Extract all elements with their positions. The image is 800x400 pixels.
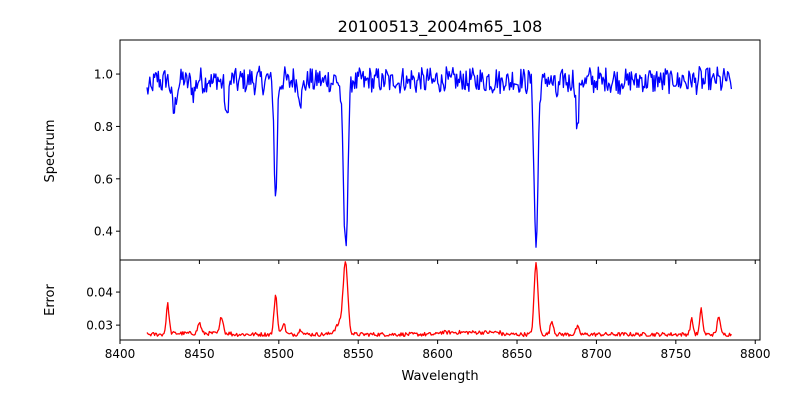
x-tick-label: 8550	[343, 347, 374, 361]
spectrum-y-ticks: 0.4 0.6 0.8 1.0	[94, 68, 756, 264]
error-panel: 0.030.04 Error 8400 8450 8500 8550 8600 8650 8…	[43, 259, 771, 384]
error-series-line	[146, 261, 732, 338]
error-y-axis-label: Error	[43, 284, 58, 316]
x-tick-label: 8450	[184, 347, 215, 361]
x-tick-label: 8650	[502, 347, 533, 361]
error-y-tick-label: 0.03	[86, 319, 113, 333]
x-tick-label: 8500	[264, 347, 295, 361]
spectrum-y-tick-label: 0.8	[94, 120, 113, 134]
spectrum-y-tick-label: 0.4	[94, 225, 113, 239]
error-axes-frame	[119, 259, 761, 341]
spectrum-y-tick-label: 1.0	[94, 68, 113, 82]
x-tick-label: 8750	[661, 347, 692, 361]
spectrum-series-line	[146, 65, 733, 248]
x-axis-label: Wavelength	[401, 369, 478, 384]
error-y-ticks: 0.03 0.04	[86, 286, 120, 333]
x-tick-label: 8400	[105, 347, 136, 361]
chart-title: 20100513_2004m65_108	[338, 17, 543, 37]
x-tick-label: 8800	[740, 347, 771, 361]
x-axis-ticks: 8400 8450 8500 8550 8600 8650 8700 8750 8800	[105, 340, 771, 361]
x-tick-label: 8600	[422, 347, 453, 361]
spectrum-y-axis-label: Spectrum	[43, 120, 58, 183]
spectrum-panel: 0.4 0.6 0.8 1.0 Spectrum	[43, 39, 761, 264]
spectrum-y-tick-label: 0.6	[94, 172, 113, 186]
x-tick-label: 8700	[581, 347, 612, 361]
error-y-tick-label: 0.04	[86, 286, 113, 300]
